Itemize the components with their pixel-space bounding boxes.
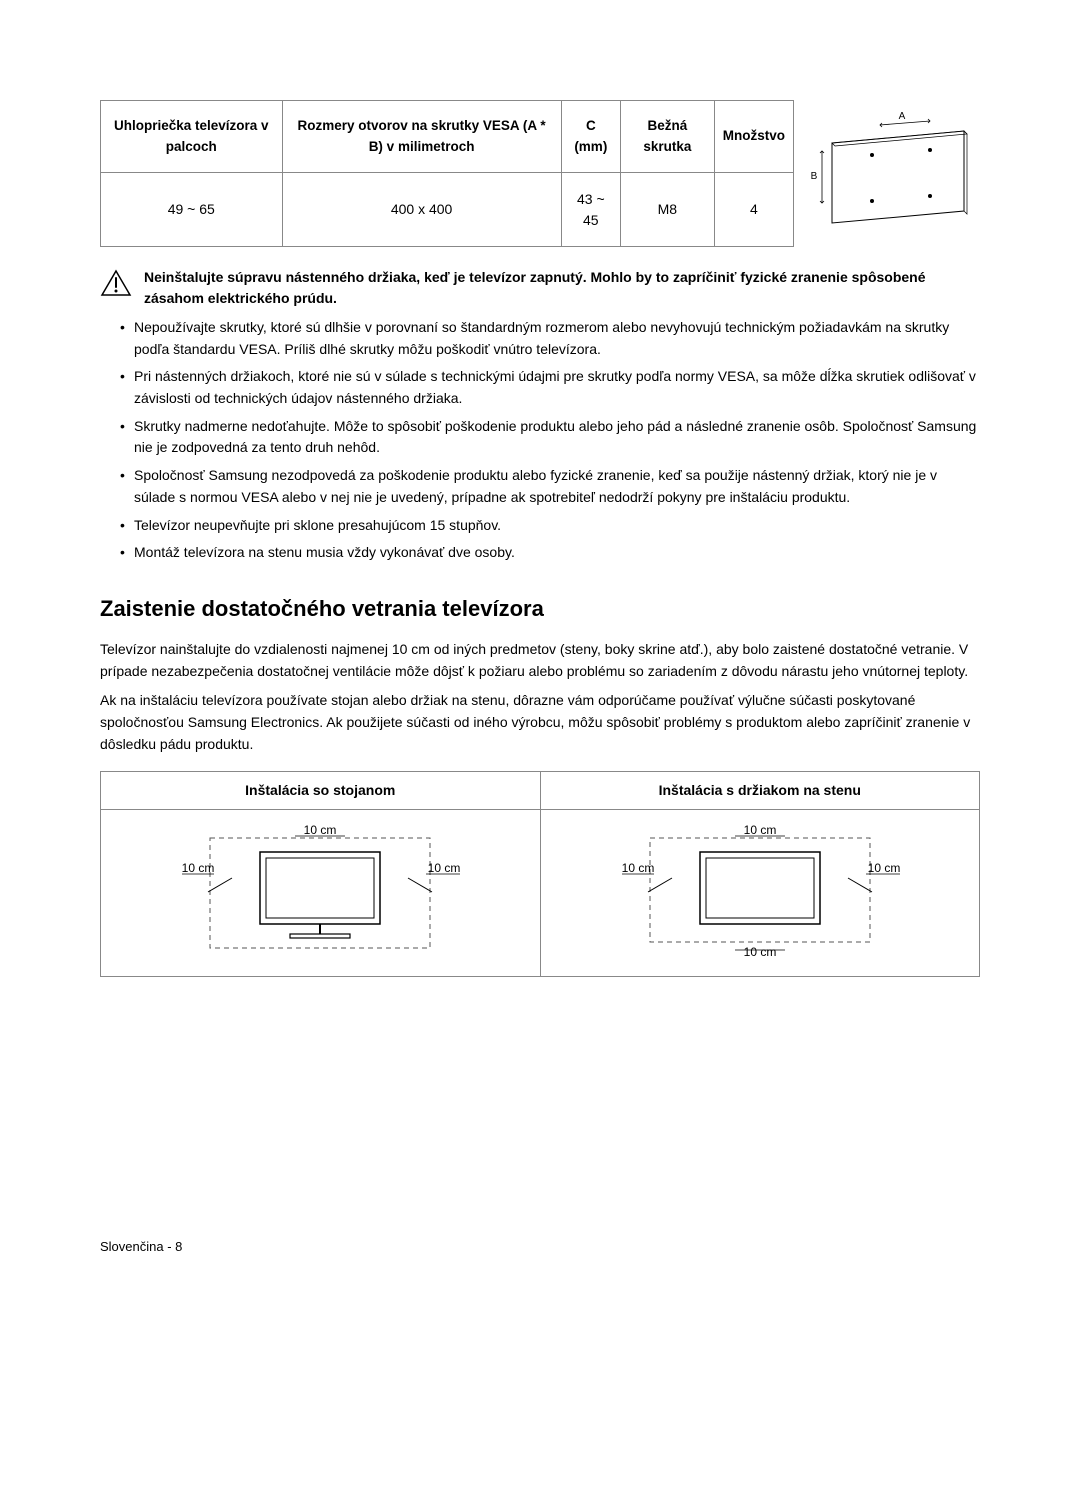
val-qty: 4 bbox=[714, 173, 793, 247]
install-wall-diagram: 10 cm 10 cm 10 cm 10 cm bbox=[540, 810, 980, 977]
warning-text: Neinštalujte súpravu nástenného držiaka,… bbox=[144, 267, 980, 309]
paragraph: Televízor nainštalujte do vzdialenosti n… bbox=[100, 639, 980, 682]
val-c: 43 ~ 45 bbox=[561, 173, 620, 247]
bullet-item: Montáž televízora na stenu musia vždy vy… bbox=[120, 542, 980, 564]
col-screw: Bežná skrutka bbox=[620, 101, 714, 173]
page-footer: Slovenčina - 8 bbox=[100, 1237, 980, 1257]
label-a: A bbox=[899, 111, 906, 122]
svg-text:10 cm: 10 cm bbox=[743, 945, 776, 959]
bullet-item: Pri nástenných držiakoch, ktoré nie sú v… bbox=[120, 366, 980, 409]
col-c: C (mm) bbox=[561, 101, 620, 173]
svg-text:10 cm: 10 cm bbox=[304, 823, 337, 837]
warning-block: Neinštalujte súpravu nástenného držiaka,… bbox=[100, 267, 980, 309]
warning-icon bbox=[100, 269, 132, 297]
installation-table: Inštalácia so stojanom Inštalácia s drži… bbox=[100, 771, 980, 977]
bullet-item: Spoločnosť Samsung nezodpovedá za poškod… bbox=[120, 465, 980, 508]
section-heading: Zaistenie dostatočného vetrania televízo… bbox=[100, 592, 980, 625]
val-vesa: 400 x 400 bbox=[282, 173, 561, 247]
svg-text:10 cm: 10 cm bbox=[743, 823, 776, 837]
col-diagonal: Uhlopriečka televízora v palcoch bbox=[101, 101, 283, 173]
val-diagonal: 49 ~ 65 bbox=[101, 173, 283, 247]
vesa-spec-table: Uhlopriečka televízora v palcoch Rozmery… bbox=[100, 100, 980, 247]
tv-back-diagram: A B bbox=[802, 111, 972, 231]
install-stand-header: Inštalácia so stojanom bbox=[101, 772, 541, 810]
warning-bullets: Nepoužívajte skrutky, ktoré sú dlhšie v … bbox=[100, 317, 980, 564]
svg-text:10 cm: 10 cm bbox=[428, 861, 461, 875]
install-wall-header: Inštalácia s držiakom na stenu bbox=[540, 772, 980, 810]
col-vesa: Rozmery otvorov na skrutky VESA (A * B) … bbox=[282, 101, 561, 173]
label-b: B bbox=[811, 171, 818, 182]
vesa-diagram-cell: A B bbox=[793, 101, 980, 247]
bullet-item: Nepoužívajte skrutky, ktoré sú dlhšie v … bbox=[120, 317, 980, 360]
svg-text:10 cm: 10 cm bbox=[867, 861, 900, 875]
bullet-item: Skrutky nadmerne nedoťahujte. Môže to sp… bbox=[120, 416, 980, 459]
col-qty: Množstvo bbox=[714, 101, 793, 173]
paragraph: Ak na inštaláciu televízora používate st… bbox=[100, 690, 980, 755]
val-screw: M8 bbox=[620, 173, 714, 247]
install-stand-diagram: 10 cm 10 cm 10 cm bbox=[101, 810, 541, 977]
bullet-item: Televízor neupevňujte pri sklone presahu… bbox=[120, 515, 980, 537]
svg-text:10 cm: 10 cm bbox=[621, 861, 654, 875]
svg-text:10 cm: 10 cm bbox=[182, 861, 215, 875]
